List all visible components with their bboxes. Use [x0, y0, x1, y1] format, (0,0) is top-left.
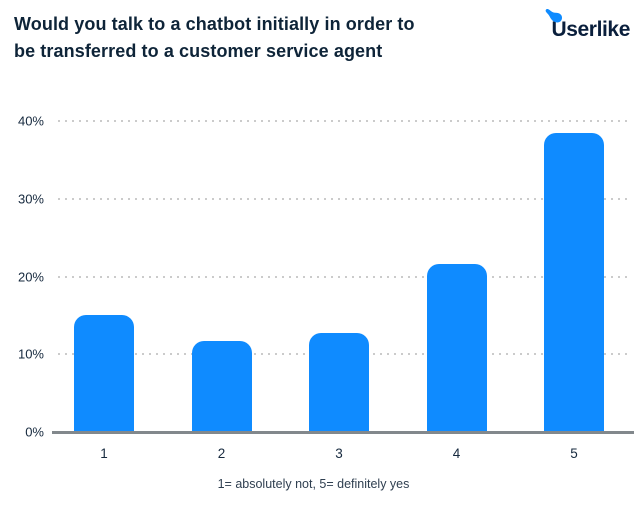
bar-4	[426, 264, 487, 432]
y-tick-label-30: 30%	[17, 191, 44, 207]
bar-2	[191, 341, 252, 432]
chart-title-line-1: Would you talk to a chatbot initially in…	[14, 14, 415, 34]
bar-5	[544, 133, 604, 432]
gridline-20	[58, 275, 632, 278]
x-tick-label-5: 5	[570, 446, 578, 461]
gridline-30	[58, 197, 632, 200]
gridline-40	[58, 120, 632, 122]
chart-title-line-2: be transferred to a customer service age…	[14, 41, 383, 61]
axis-caption: 1= absolutely not, 5= definitely yes	[217, 477, 410, 491]
x-tick-label-3: 3	[335, 446, 343, 461]
x-axis-baseline	[52, 431, 634, 434]
chart-title: Would you talk to a chatbot initially in…	[14, 11, 514, 65]
x-tick-label-1: 1	[100, 446, 108, 461]
y-tick-label-40: 40%	[17, 113, 44, 129]
bar-3	[309, 333, 369, 432]
userlike-logo: Userlike	[546, 9, 630, 44]
y-tick-label-0: 0%	[25, 424, 44, 440]
x-tick-label-4: 4	[452, 446, 461, 461]
bar-1	[74, 314, 134, 432]
y-tick-label-10: 10%	[17, 346, 44, 362]
x-tick-label-2: 2	[217, 446, 226, 461]
logo-text: Userlike	[551, 18, 630, 41]
y-tick-label-20: 20%	[17, 269, 44, 284]
logo-bird-swoosh-icon	[546, 9, 563, 23]
